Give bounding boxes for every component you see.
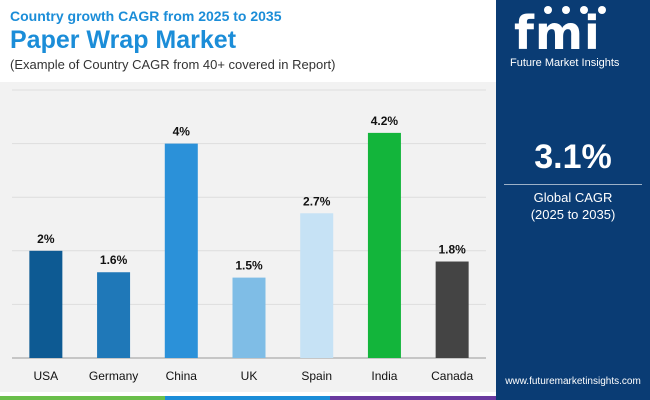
data-label-india: 4.2% — [371, 114, 399, 128]
data-label-usa: 2% — [37, 232, 55, 246]
x-tick-label-india: India — [371, 369, 397, 383]
bar-germany — [97, 272, 131, 358]
data-label-spain: 2.7% — [303, 194, 331, 208]
bar-china — [164, 143, 198, 358]
footer-stripe-blue — [165, 396, 330, 400]
bar-canada — [435, 261, 469, 358]
global-cagr-value: 3.1% — [534, 138, 612, 176]
bar-spain — [300, 213, 334, 358]
footer-stripe-green — [0, 396, 165, 400]
x-tick-label-spain: Spain — [301, 369, 332, 383]
chart-subtitle: Country growth CAGR from 2025 to 2035 — [10, 8, 282, 24]
global-cagr-period: (2025 to 2035) — [530, 207, 616, 222]
footer-stripe-purple — [330, 396, 496, 400]
logo-tagline: Future Market Insights — [510, 57, 620, 69]
brand-logo: fmi Future Market Insights — [496, 0, 650, 80]
logo-icons — [544, 6, 606, 14]
data-label-germany: 1.6% — [100, 253, 128, 267]
x-tick-label-usa: USA — [34, 369, 59, 383]
chart-title: Paper Wrap Market — [10, 26, 237, 54]
side-panel: fmi Future Market Insights 3.1% Global C… — [496, 0, 650, 400]
chart-area: 2% USA 1.6% Germany 4% China 1.5% UK 2.7% Spain 4.… — [0, 82, 496, 392]
website-link[interactable]: www.futuremarketinsights.com — [505, 376, 641, 387]
data-label-canada: 1.8% — [438, 243, 466, 257]
bar-uk — [232, 277, 266, 358]
x-tick-label-canada: Canada — [431, 369, 473, 383]
x-tick-label-china: China — [166, 369, 198, 383]
x-tick-label-uk: UK — [241, 369, 258, 383]
chart-note: (Example of Country CAGR from 40+ covere… — [10, 57, 336, 72]
global-cagr-label: Global CAGR — [533, 190, 613, 205]
bar-chart: 2% USA 1.6% Germany 4% China 1.5% UK 2.7% Spain 4.… — [12, 89, 486, 383]
bar-india — [367, 132, 401, 358]
bar-usa — [29, 250, 63, 358]
header: Country growth CAGR from 2025 to 2035 Pa… — [0, 0, 496, 80]
kpi-divider — [504, 184, 642, 185]
data-label-china: 4% — [173, 125, 191, 139]
data-label-uk: 1.5% — [235, 259, 263, 273]
logo-wordmark: fmi — [514, 6, 601, 60]
x-tick-label-germany: Germany — [89, 369, 138, 383]
